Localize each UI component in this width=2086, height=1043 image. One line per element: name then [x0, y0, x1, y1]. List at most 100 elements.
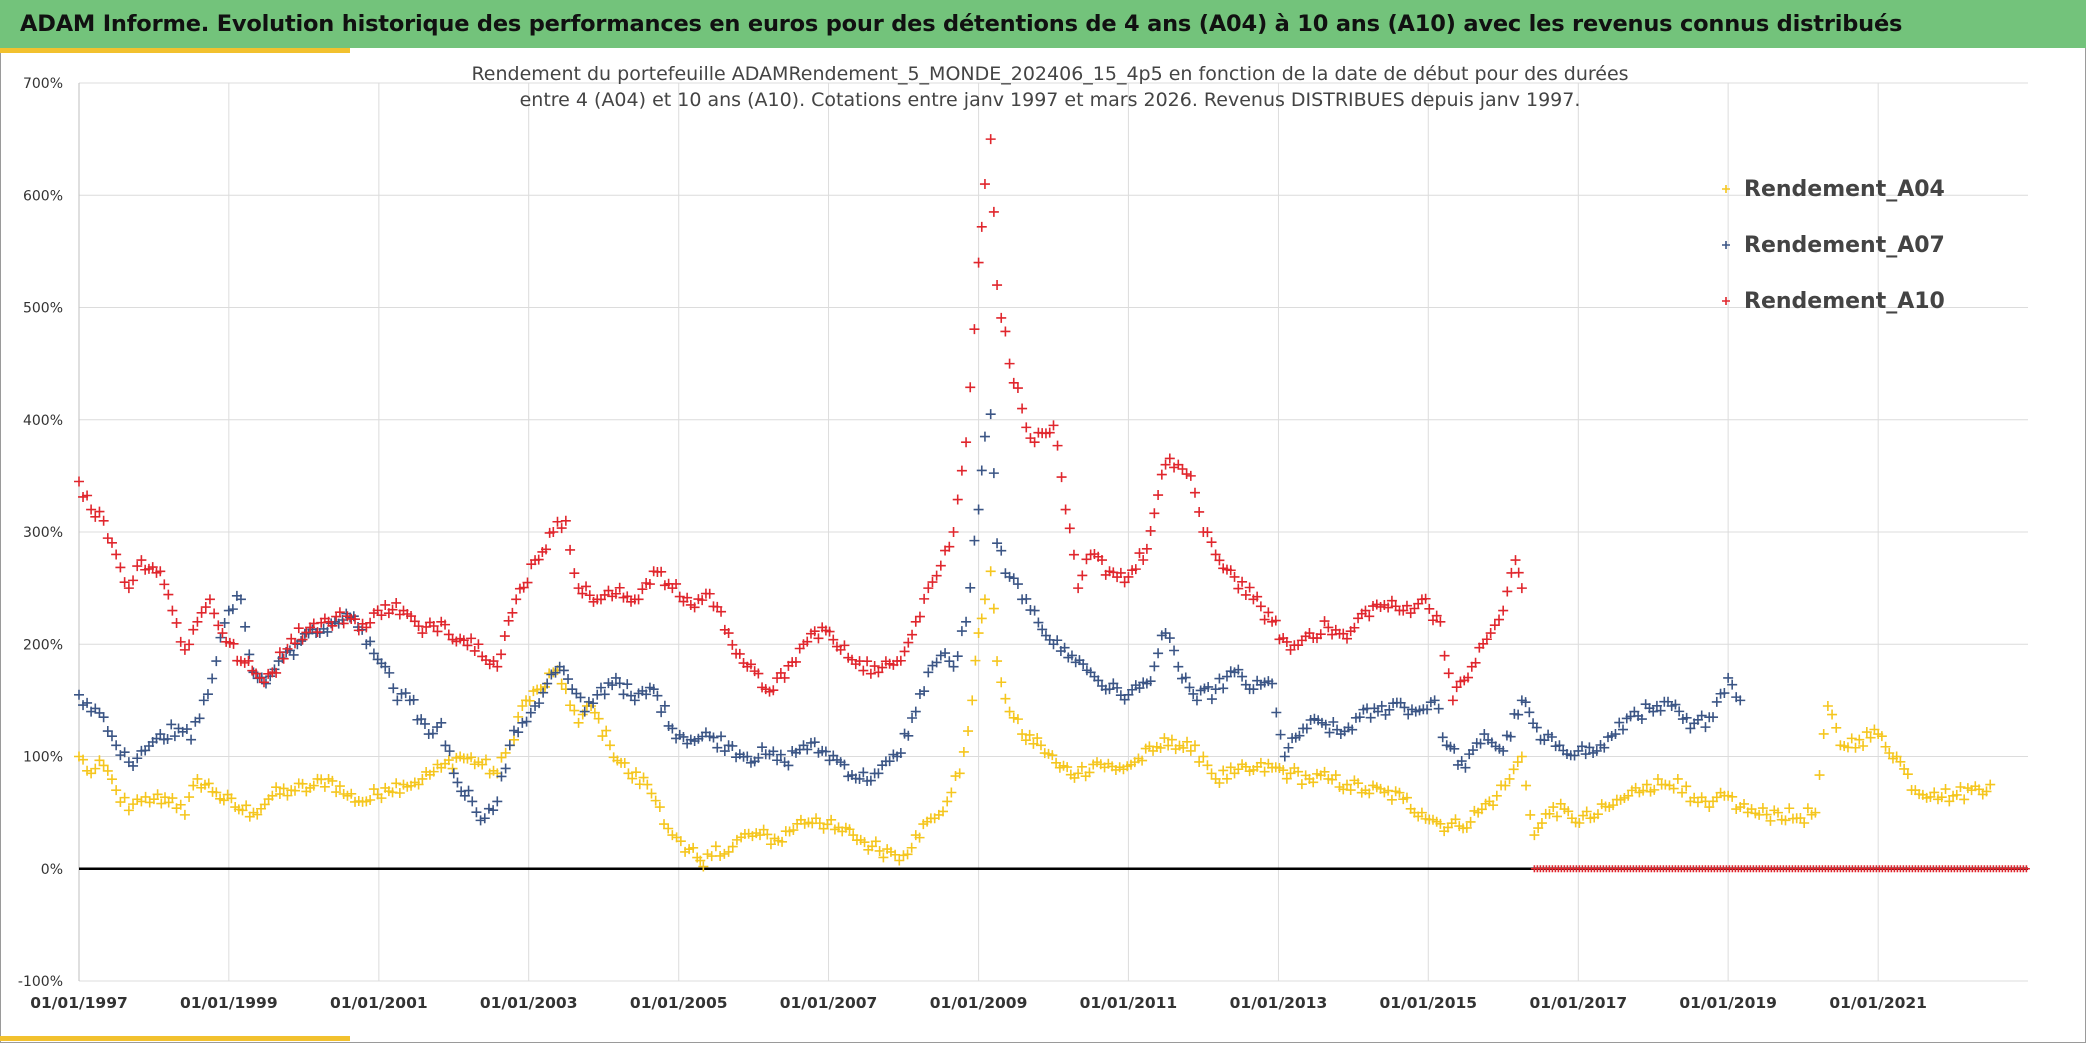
point-rendement_a07: [884, 756, 895, 767]
point-rendement_a04: [1308, 777, 1319, 788]
point-rendement_a07: [1104, 684, 1115, 695]
point-rendement_a04: [1555, 798, 1566, 809]
point-rendement_a10: [541, 544, 552, 555]
point-rendement_a04: [695, 855, 706, 866]
point-rendement_a04: [1194, 756, 1205, 767]
point-rendement_a10: [271, 667, 282, 678]
point-rendement_a07: [432, 722, 443, 733]
point-rendement_a04: [1000, 693, 1011, 704]
point-rendement_a04: [890, 849, 901, 860]
point-rendement_a04: [1185, 745, 1196, 756]
y-tick-label: 400%: [23, 413, 63, 429]
point-rendement_a07: [1153, 648, 1164, 659]
point-rendement_a04: [859, 837, 870, 848]
point-rendement_a04: [1533, 823, 1544, 834]
point-rendement_a10: [1181, 469, 1192, 480]
point-rendement_a10: [111, 549, 122, 560]
point-rendement_a10: [988, 206, 999, 217]
point-rendement_a10: [1498, 605, 1509, 616]
point-rendement_a10: [633, 594, 644, 605]
point-rendement_a07: [1610, 729, 1621, 740]
point-rendement_a04: [192, 773, 203, 784]
point-rendement_a04: [211, 787, 222, 798]
point-rendement_a10: [155, 566, 166, 577]
point-rendement_a07: [102, 726, 113, 737]
point-rendement_a04: [1163, 740, 1174, 751]
point-rendement_a04: [1394, 787, 1405, 798]
point-rendement_a10: [1259, 614, 1270, 625]
point-rendement_a07: [742, 751, 753, 762]
point-rendement_a10: [1463, 672, 1474, 683]
point-rendement_a04: [327, 775, 338, 786]
point-rendement_a04: [710, 841, 721, 852]
point-rendement_a07: [459, 790, 470, 801]
point-rendement_a07: [979, 431, 990, 442]
point-rendement_a07: [400, 688, 411, 699]
point-rendement_a04: [513, 711, 524, 722]
point-rendement_a10: [132, 561, 143, 572]
point-rendement_a04: [1024, 729, 1035, 740]
point-rendement_a04: [106, 774, 117, 785]
point-rendement_a07: [488, 805, 499, 816]
point-rendement_a04: [906, 842, 917, 853]
point-rendement_a10: [1210, 549, 1221, 560]
point-rendement_a10: [622, 591, 633, 602]
point-rendement_a10: [106, 537, 117, 548]
point-rendement_a10: [1056, 472, 1067, 483]
point-rendement_a04: [765, 839, 776, 850]
point-rendement_a10: [768, 685, 779, 696]
point-rendement_a07: [525, 707, 536, 718]
point-rendement_a04: [565, 700, 576, 711]
point-rendement_a07: [1460, 762, 1471, 773]
point-rendement_a10: [1263, 607, 1274, 618]
point-rendement_a04: [167, 793, 178, 804]
point-rendement_a10: [123, 583, 134, 594]
point-rendement_a04: [267, 790, 278, 801]
point-rendement_a10: [548, 527, 559, 537]
point-rendement_a04: [86, 768, 97, 779]
point-rendement_a07: [820, 746, 831, 757]
point-rendement_a07: [1037, 624, 1048, 635]
point-rendement_a04: [94, 755, 105, 766]
point-rendement_a04: [1850, 742, 1861, 753]
x-tick-label: 01/01/2007: [780, 994, 878, 1012]
point-rendement_a10: [996, 312, 1007, 323]
point-rendement_a10: [1516, 583, 1527, 594]
point-rendement_a10: [522, 577, 533, 588]
point-rendement_a07: [595, 682, 606, 693]
point-rendement_a07: [235, 594, 246, 605]
point-rendement_a10: [488, 656, 499, 667]
point-rendement_a10: [1252, 591, 1263, 602]
point-rendement_a04: [1795, 812, 1806, 823]
point-rendement_a04: [942, 796, 953, 807]
point-rendement_a07: [992, 538, 1003, 549]
point-rendement_a04: [1504, 773, 1515, 784]
point-rendement_a04: [1476, 804, 1487, 815]
point-rendement_a10: [1481, 634, 1492, 645]
point-rendement_a07: [202, 689, 213, 700]
point-rendement_a07: [1475, 738, 1486, 749]
point-rendement_a07: [169, 731, 180, 742]
point-rendement_a04: [282, 790, 293, 801]
point-rendement_a04: [1342, 779, 1352, 790]
point-rendement_a07: [923, 667, 934, 678]
point-rendement_a10: [1470, 657, 1481, 668]
point-rendement_a04: [1757, 803, 1768, 814]
point-rendement_a04: [1500, 780, 1511, 791]
point-rendement_a07: [618, 689, 629, 700]
point-rendement_a10: [159, 579, 170, 590]
point-rendement_a07: [194, 713, 205, 724]
point-rendement_a04: [1536, 818, 1547, 829]
point-rendement_a10: [1138, 555, 1149, 566]
point-rendement_a04: [630, 767, 641, 778]
point-rendement_a10: [327, 620, 338, 631]
point-rendement_a07: [956, 626, 967, 637]
point-rendement_a04: [1544, 808, 1555, 819]
point-rendement_a10: [1431, 610, 1442, 621]
point-rendement_a10: [533, 554, 544, 565]
point-rendement_a04: [593, 713, 604, 724]
point-rendement_a04: [123, 805, 134, 816]
point-rendement_a04: [1076, 761, 1087, 772]
point-rendement_a07: [388, 683, 399, 694]
point-rendement_a10: [94, 506, 105, 517]
